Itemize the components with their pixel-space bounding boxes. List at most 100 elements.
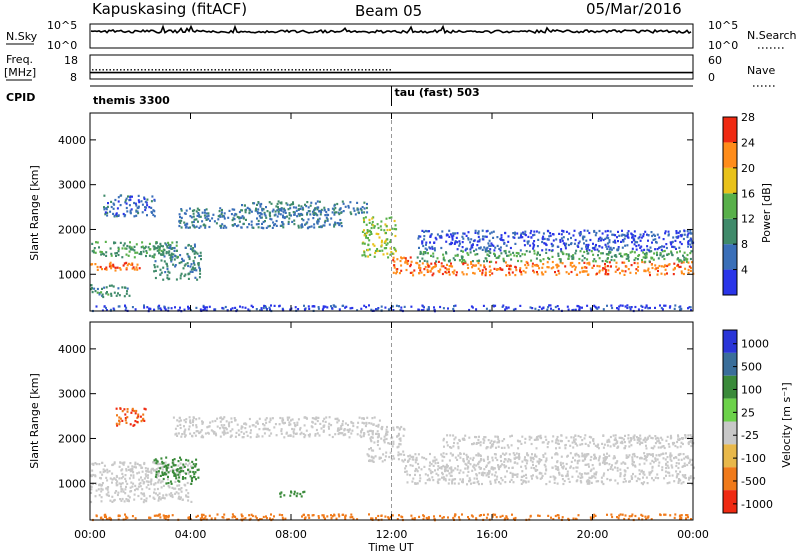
echo-cell bbox=[581, 267, 584, 270]
echo-cell bbox=[207, 432, 210, 435]
echo-cell bbox=[227, 423, 230, 426]
echo-cell bbox=[520, 442, 523, 445]
echo-cell bbox=[670, 459, 673, 462]
echo-cell bbox=[475, 436, 478, 439]
echo-cell bbox=[475, 474, 478, 477]
echo-cell bbox=[577, 454, 580, 457]
echo-cell bbox=[371, 459, 373, 462]
echo-cell bbox=[617, 445, 620, 448]
echo-cell bbox=[514, 473, 517, 476]
echo-cell bbox=[682, 475, 685, 478]
echo-cell bbox=[308, 516, 311, 519]
echo-cell bbox=[265, 308, 268, 311]
echo-cell bbox=[156, 460, 159, 463]
echo-cell bbox=[423, 456, 426, 460]
echo-cell bbox=[148, 487, 151, 490]
echo-cell bbox=[560, 233, 563, 236]
echo-cell bbox=[645, 251, 648, 254]
echo-cell bbox=[372, 457, 375, 460]
echo-cell bbox=[341, 423, 344, 426]
echo-cell bbox=[169, 245, 172, 248]
echo-cell bbox=[151, 255, 154, 258]
echo-cell bbox=[536, 438, 539, 441]
echo-cell bbox=[572, 517, 575, 520]
echo-cell bbox=[230, 420, 233, 424]
echo-cell bbox=[479, 247, 482, 250]
echo-cell bbox=[128, 204, 131, 207]
echo-cell bbox=[347, 204, 350, 208]
echo-cell bbox=[588, 479, 591, 483]
echo-cell bbox=[353, 209, 356, 212]
echo-cell bbox=[172, 263, 175, 266]
echo-cell bbox=[270, 304, 272, 307]
echo-cell bbox=[131, 469, 134, 472]
echo-cell bbox=[499, 482, 502, 485]
echo-cell bbox=[178, 484, 181, 487]
echo-cell bbox=[109, 210, 112, 213]
echo-cell bbox=[183, 432, 186, 435]
echo-cell bbox=[442, 452, 445, 455]
echo-cell bbox=[538, 231, 541, 234]
echo-cell bbox=[621, 246, 624, 249]
echo-cell bbox=[155, 492, 157, 495]
echo-cell bbox=[357, 208, 360, 211]
echo-cell bbox=[322, 429, 325, 432]
echo-cell bbox=[167, 306, 170, 309]
echo-cell bbox=[638, 236, 641, 239]
echo-cell bbox=[692, 466, 695, 469]
echo-cell bbox=[283, 207, 286, 210]
echo-cell bbox=[160, 457, 163, 460]
time-axis-label: Time UT bbox=[367, 541, 413, 554]
echo-cell bbox=[656, 233, 659, 236]
echo-cell bbox=[452, 272, 455, 275]
echo-cell bbox=[212, 430, 215, 433]
echo-cell bbox=[365, 236, 368, 239]
echo-cell bbox=[153, 308, 155, 311]
echo-cell bbox=[550, 267, 553, 270]
echo-cell bbox=[608, 239, 611, 242]
echo-cell bbox=[446, 263, 448, 266]
echo-cell bbox=[527, 235, 530, 238]
echo-cell bbox=[167, 241, 170, 244]
echo-cell bbox=[327, 213, 330, 217]
echo-cell bbox=[188, 257, 191, 261]
echo-cell bbox=[504, 475, 507, 478]
echo-cell bbox=[475, 464, 478, 467]
echo-cell bbox=[587, 243, 590, 246]
echo-cell bbox=[614, 479, 617, 482]
echo-cell bbox=[596, 264, 599, 268]
echo-cell bbox=[545, 458, 548, 462]
echo-cell bbox=[248, 207, 251, 210]
echo-cell bbox=[502, 257, 505, 260]
echo-cell bbox=[283, 494, 286, 497]
echo-cell bbox=[572, 308, 575, 311]
echo-cell bbox=[173, 458, 176, 461]
echo-cell bbox=[187, 459, 190, 462]
echo-cell bbox=[375, 308, 377, 311]
echo-cell bbox=[624, 434, 626, 437]
echo-cell bbox=[377, 233, 380, 236]
echo-cell bbox=[154, 276, 157, 280]
echo-cell bbox=[644, 256, 647, 260]
echo-cell bbox=[506, 460, 509, 463]
echo-cell bbox=[283, 436, 286, 439]
echo-cell bbox=[137, 494, 140, 498]
echo-cell bbox=[618, 436, 621, 439]
echo-cell bbox=[365, 231, 368, 235]
echo-cell bbox=[511, 434, 513, 437]
echo-cell bbox=[561, 251, 564, 254]
echo-cell bbox=[668, 481, 671, 484]
echo-cell bbox=[638, 440, 641, 443]
echo-cell bbox=[491, 466, 494, 469]
echo-cell bbox=[590, 481, 593, 484]
echo-cell bbox=[685, 517, 687, 520]
echo-cell bbox=[149, 307, 152, 310]
echo-cell bbox=[603, 461, 606, 464]
echo-cell bbox=[565, 242, 568, 245]
echo-cell bbox=[643, 253, 646, 256]
echo-cell bbox=[248, 514, 251, 517]
echo-cell bbox=[366, 430, 369, 433]
echo-cell bbox=[610, 258, 613, 262]
echo-cell bbox=[364, 216, 367, 219]
echo-cell bbox=[300, 431, 303, 434]
